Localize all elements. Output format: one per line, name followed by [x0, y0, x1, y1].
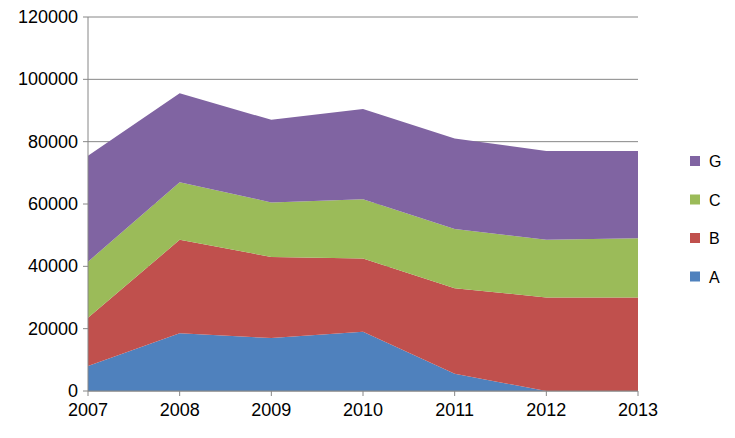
x-tick — [363, 391, 364, 396]
y-tick-label: 0 — [68, 381, 78, 401]
x-tick-label: 2007 — [68, 400, 108, 420]
y-tick — [83, 266, 88, 267]
legend: G C B A — [690, 153, 721, 286]
legend-swatch — [690, 156, 700, 166]
x-tick-label: 2012 — [526, 400, 566, 420]
y-tick — [83, 141, 88, 142]
areas — [88, 93, 638, 391]
x-tick-label: 2008 — [160, 400, 200, 420]
x-tick — [179, 391, 180, 396]
legend-swatch — [690, 195, 700, 205]
y-tick-label: 100000 — [18, 69, 78, 89]
legend-label: B — [709, 230, 720, 247]
y-tick-label: 40000 — [28, 256, 78, 276]
area — [88, 93, 638, 261]
y-tick — [83, 204, 88, 205]
legend-swatch — [690, 233, 700, 243]
x-tick — [88, 391, 89, 396]
x-tick — [454, 391, 455, 396]
x-tick — [271, 391, 272, 396]
y-axis — [88, 17, 89, 391]
y-tick-label: 20000 — [28, 319, 78, 339]
y-tick — [83, 79, 88, 80]
x-tick-label: 2009 — [251, 400, 291, 420]
y-tick — [83, 391, 88, 392]
y-tick-label: 120000 — [18, 7, 78, 27]
x-tick-label: 2011 — [435, 400, 474, 420]
x-tick — [638, 391, 639, 396]
y-tick — [83, 17, 88, 18]
legend-swatch — [690, 272, 700, 282]
x-tick — [546, 391, 547, 396]
legend-label: G — [709, 153, 721, 170]
y-tick-label: 60000 — [28, 194, 78, 214]
chart: 0 20000 40000 60000 80000 100000 120000 2007 200… — [0, 0, 735, 438]
y-tick — [83, 328, 88, 329]
grid-line — [88, 17, 638, 18]
x-tick-label: 2013 — [618, 400, 658, 420]
legend-label: C — [709, 192, 721, 209]
grid-line — [88, 79, 638, 80]
x-tick-label: 2010 — [343, 400, 383, 420]
legend-label: A — [709, 269, 720, 286]
y-tick-label: 80000 — [28, 132, 78, 152]
